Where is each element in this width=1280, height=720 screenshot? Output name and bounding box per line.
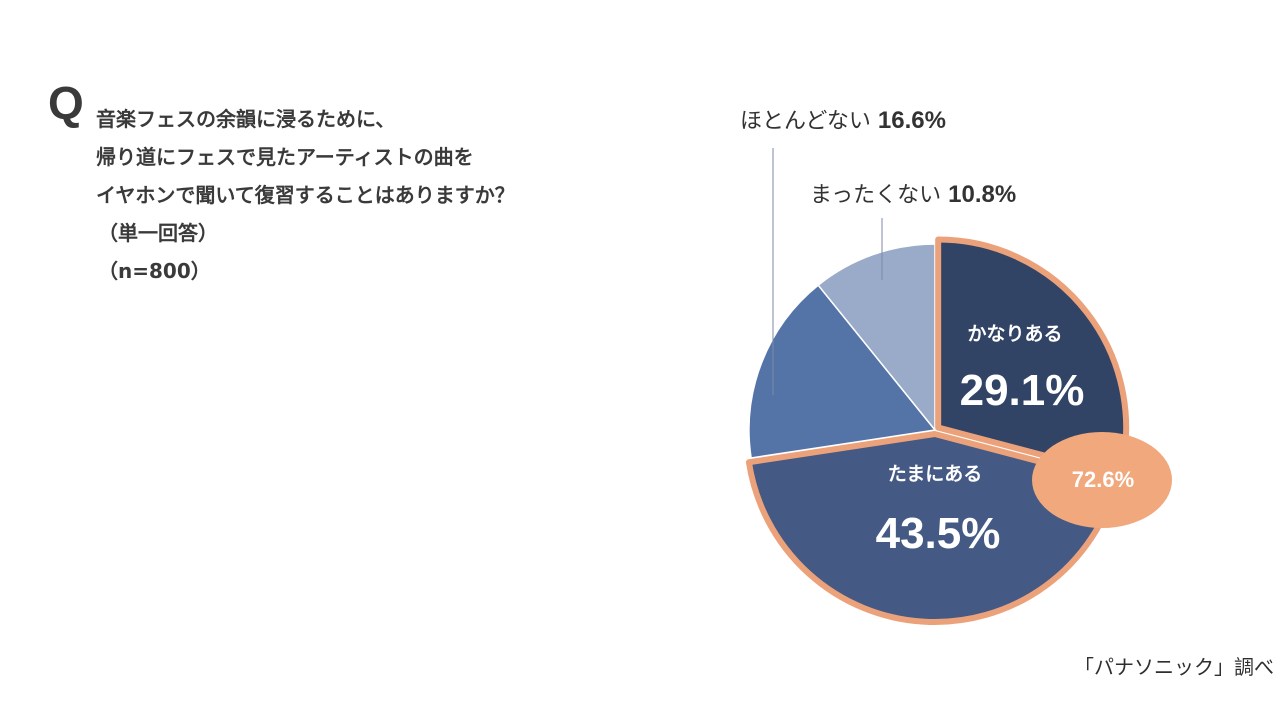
source-credit: 「パナソニック」調べ (1074, 655, 1274, 679)
question-line-1: 音楽フェスの余韻に浸るために、 (96, 107, 396, 131)
slice-hotondo-nai-label: ほとんどない 16.6% (740, 107, 946, 134)
combined-total-value: 72.6% (1072, 467, 1134, 492)
slice-tamani-aru-value: 43.5% (876, 509, 1001, 558)
slice-kanari-aru-value: 29.1% (960, 366, 1085, 415)
question-block: 音楽フェスの余韻に浸るために、 帰り道にフェスで見たアーティストの曲を イヤホン… (96, 100, 515, 290)
slice-hotondo-nai (748, 284, 937, 459)
slice-kanari-aru-label: かなりある (967, 323, 1062, 345)
question-mark-label: Q (48, 77, 84, 129)
slice-tamani-aru (745, 430, 1120, 625)
slice-mattaku-nai (817, 243, 936, 433)
question-line-3: イヤホンで聞いて復習することはありますか？ (96, 183, 515, 207)
slice-mattaku-nai-label: まったくない 10.8% (810, 181, 1016, 208)
question-note: （単一回答） (98, 221, 218, 245)
slice-kanari-aru (935, 236, 1130, 479)
question-line-2: 帰り道にフェスで見たアーティストの曲を (96, 145, 474, 169)
question-sample-size: （n=800） (98, 259, 211, 283)
combined-total-bubble (1032, 432, 1172, 528)
slice-tamani-aru-label: たまにある (888, 463, 982, 485)
